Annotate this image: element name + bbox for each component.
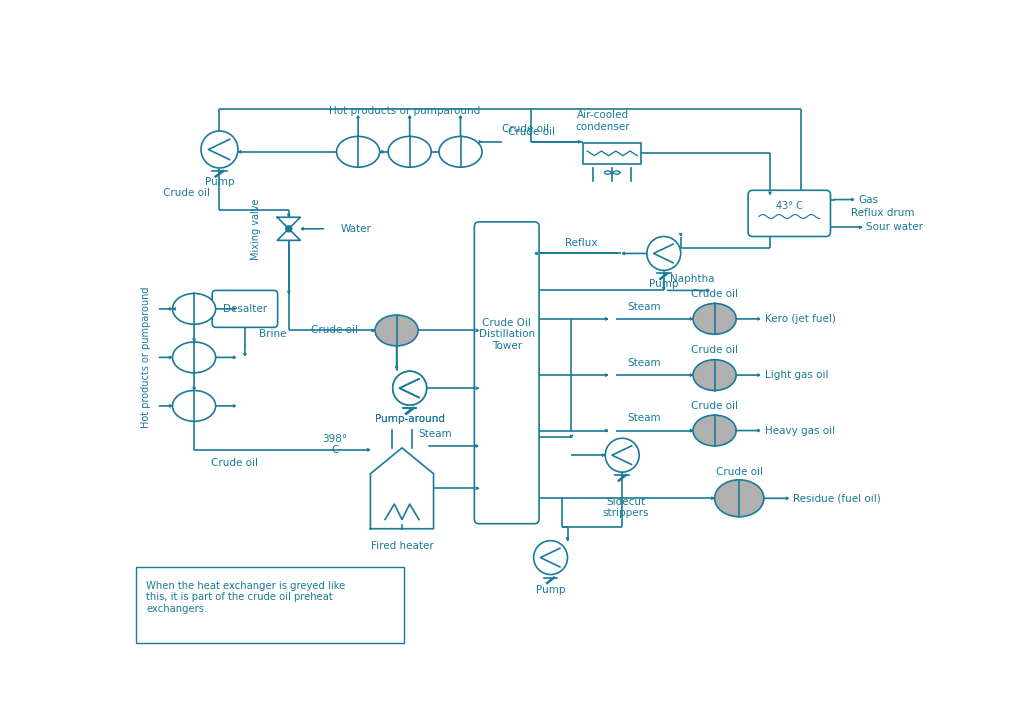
Text: Crude oil: Crude oil [691,289,738,299]
Text: Crude oil: Crude oil [691,346,738,356]
Ellipse shape [173,342,216,372]
Text: Crude oil: Crude oil [716,467,763,477]
Text: Crude oil: Crude oil [163,188,210,198]
Text: Reflux drum: Reflux drum [851,208,914,219]
FancyBboxPatch shape [213,290,277,327]
Text: Mixing valve: Mixing valve [252,198,262,260]
Text: Pump: Pump [649,280,679,289]
Text: Crude oil: Crude oil [508,127,556,136]
Circle shape [286,226,292,232]
Text: Steam: Steam [627,358,661,368]
FancyBboxPatch shape [748,190,831,237]
Circle shape [392,371,426,405]
Text: Crude oil: Crude oil [502,123,549,134]
Text: Heavy gas oil: Heavy gas oil [765,425,835,436]
Ellipse shape [715,480,764,517]
Text: Pump-around: Pump-around [375,414,445,424]
Text: Crude oil: Crude oil [691,401,738,411]
Text: Water: Water [341,224,372,234]
Text: Crude Oil
Distillation
Tower: Crude Oil Distillation Tower [479,318,535,351]
FancyBboxPatch shape [474,222,539,523]
Text: Hot products or pumparound: Hot products or pumparound [142,287,151,428]
Ellipse shape [292,603,332,631]
FancyBboxPatch shape [136,567,405,643]
Ellipse shape [173,293,216,325]
Text: Air-cooled
condenser: Air-cooled condenser [576,110,631,132]
Bar [583,142,641,164]
Ellipse shape [388,136,431,167]
Text: Steam: Steam [627,301,661,311]
Text: 43° C: 43° C [775,200,803,211]
Text: 398°
C: 398° C [322,433,347,455]
Circle shape [392,371,426,405]
Text: Desalter: Desalter [223,304,267,314]
Ellipse shape [375,315,418,346]
Text: Residue (fuel oil): Residue (fuel oil) [793,493,881,503]
Ellipse shape [693,359,736,391]
Text: Crude oil: Crude oil [212,458,259,468]
Text: Pump: Pump [536,585,565,595]
Ellipse shape [337,136,380,167]
Text: Pump: Pump [204,177,234,187]
Circle shape [605,439,639,472]
Text: Pump-around: Pump-around [375,414,445,424]
Circle shape [201,131,238,168]
Circle shape [534,541,568,574]
Text: Fired heater: Fired heater [371,541,433,551]
Text: Light gas oil: Light gas oil [765,370,828,380]
Text: Reflux: Reflux [565,237,598,248]
Text: Brine: Brine [259,330,287,339]
Text: Sour water: Sour water [867,222,923,232]
Text: When the heat exchanger is greyed like
this, it is part of the crude oil preheat: When the heat exchanger is greyed like t… [146,581,346,614]
Ellipse shape [693,303,736,334]
Text: Naphtha: Naphtha [670,274,715,284]
Text: Steam: Steam [627,413,661,423]
Text: Hot products or pumparound: Hot products or pumparound [330,106,481,116]
Text: Gas: Gas [859,195,878,205]
Text: Sidecut
strippers: Sidecut strippers [603,497,649,518]
Ellipse shape [173,391,216,421]
Ellipse shape [439,136,482,167]
Text: Crude oil: Crude oil [311,325,358,335]
Circle shape [647,237,681,270]
Text: Steam: Steam [418,429,452,439]
Ellipse shape [693,415,736,446]
Text: Kero (jet fuel): Kero (jet fuel) [765,314,836,324]
